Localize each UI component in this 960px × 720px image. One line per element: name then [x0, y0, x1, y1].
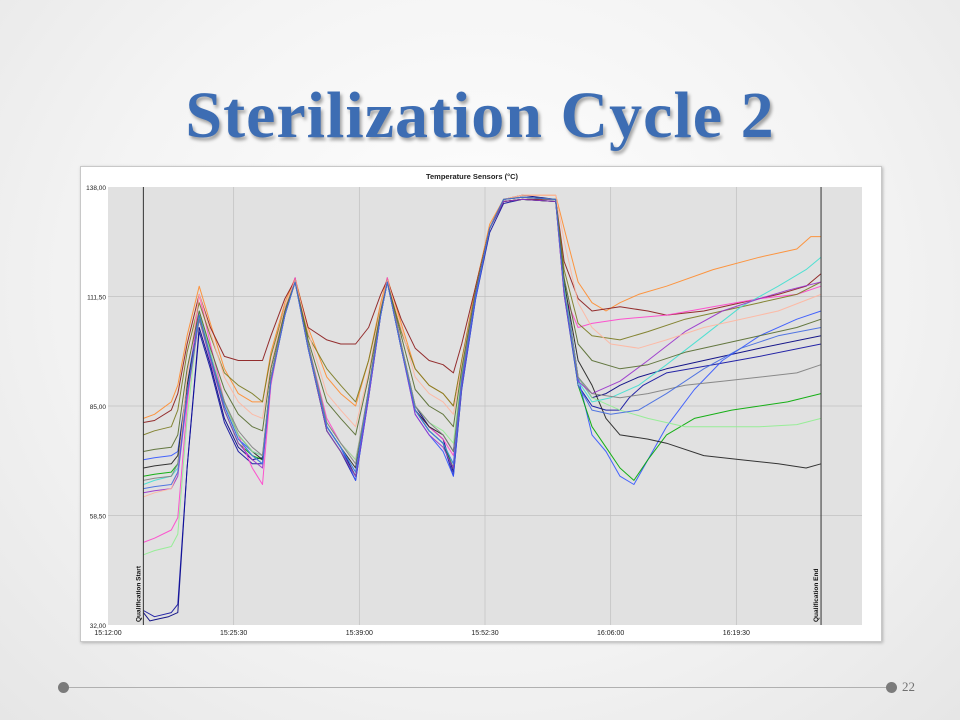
sensor-series-line	[143, 194, 822, 498]
sensor-series-line	[143, 196, 822, 543]
y-tick-label: 32,00	[90, 623, 107, 630]
page-number: 22	[902, 679, 915, 694]
x-tick-label: 16:19:30	[723, 630, 750, 637]
y-tick-label: 138,00	[86, 185, 106, 192]
sensor-series-line	[143, 196, 822, 490]
qualification-marker-label: Qualification Start	[135, 565, 142, 622]
y-tick-label: 111,50	[87, 295, 106, 302]
sensor-series-line	[143, 194, 821, 419]
x-tick-label: 15:52:30	[471, 630, 498, 637]
x-tick-label: 16:06:00	[597, 630, 624, 637]
footer-line	[62, 687, 894, 688]
series-layer	[143, 194, 822, 622]
chart-svg: Temperature Sensors (°C) 15:12:00 15:25:3…	[86, 172, 862, 637]
chart-title: Temperature Sensors (°C)	[426, 172, 519, 181]
axis-layer: 15:12:00 15:25:30 15:39:00 15:52:30 16:06:00…	[86, 185, 750, 637]
y-tick-label: 85,00	[90, 404, 107, 411]
footer-dot-left	[58, 682, 69, 693]
x-tick-label: 15:39:00	[346, 630, 373, 637]
x-tick-label: 15:25:30	[220, 630, 247, 637]
grid-layer	[108, 187, 862, 625]
slide-title: Sterilization Cycle 2	[185, 79, 775, 152]
footer-dot-right	[886, 682, 897, 693]
sensor-series-line	[143, 198, 822, 423]
y-tick-label: 58,50	[90, 514, 107, 521]
sensor-series-line	[143, 196, 822, 452]
marker-layer: Qualification Start Qualification End	[135, 187, 822, 625]
x-tick-label: 15:12:00	[94, 630, 121, 637]
qualification-marker-label: Qualification End	[813, 569, 820, 622]
sensor-series-line	[143, 196, 822, 436]
temperature-chart: Temperature Sensors (°C) 15:12:00 15:25:3…	[80, 166, 882, 642]
